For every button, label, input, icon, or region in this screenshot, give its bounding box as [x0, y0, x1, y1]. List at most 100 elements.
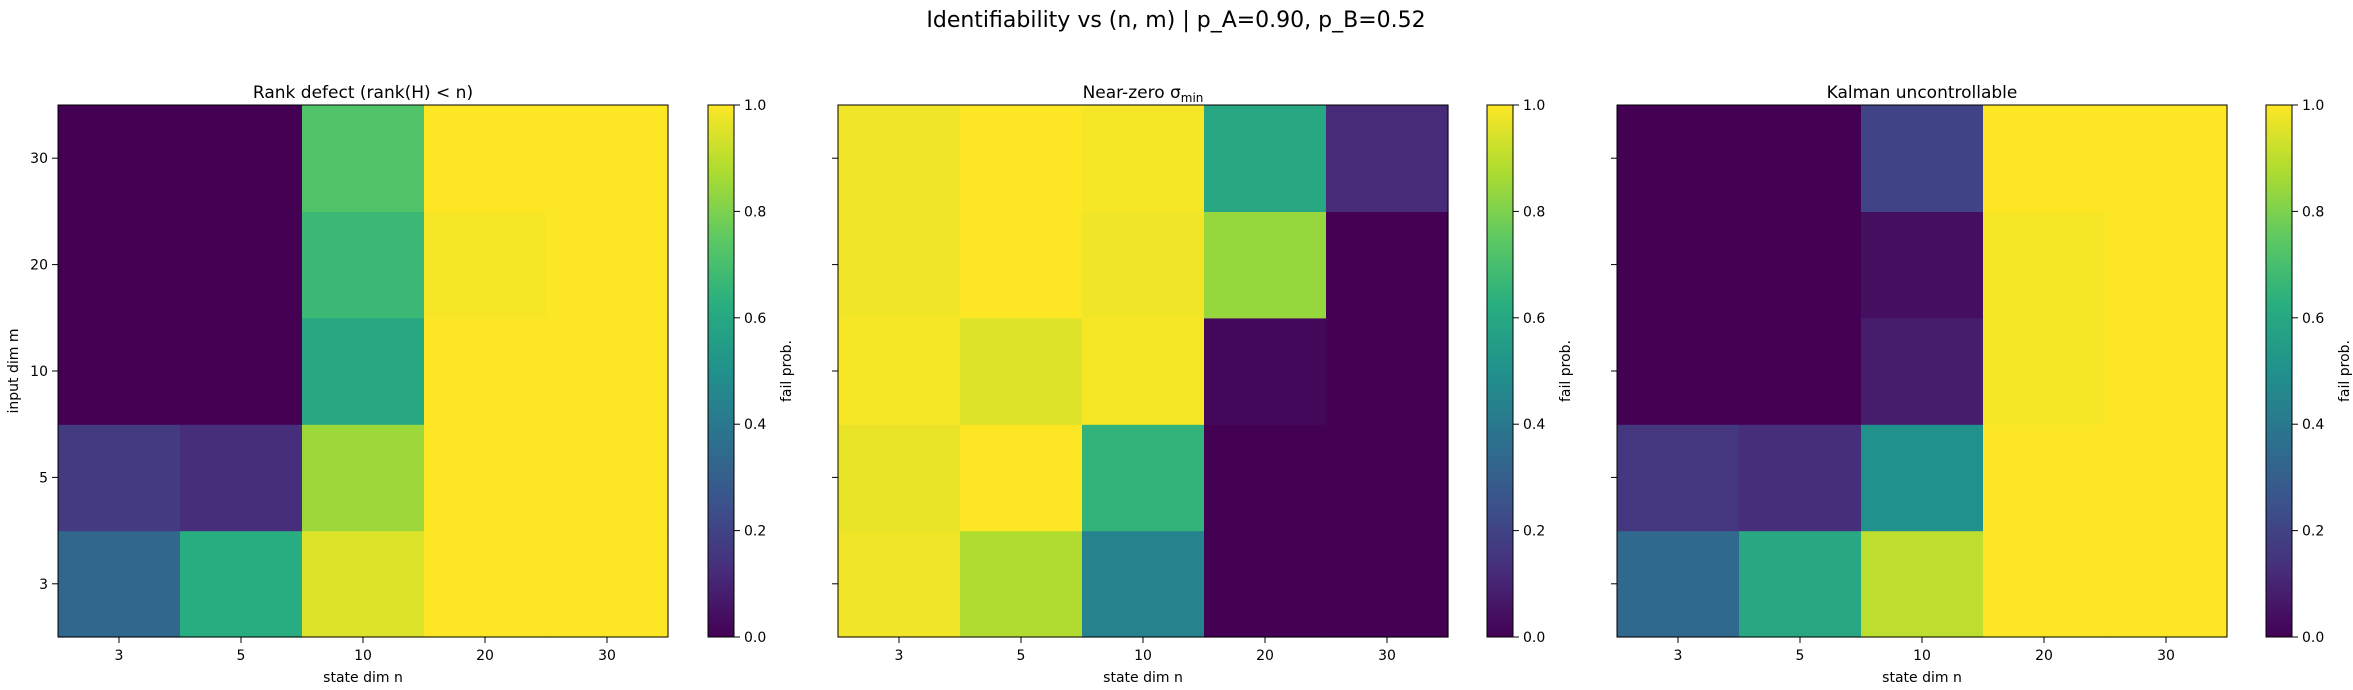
x-tick-label: 3	[115, 648, 124, 664]
heatmap-cell	[424, 424, 547, 532]
x-tick-label: 5	[1017, 648, 1026, 664]
heatmap-cell	[1617, 211, 1740, 319]
y-axis-label: input dim m	[6, 329, 22, 414]
heatmap-cell	[960, 105, 1083, 212]
colorbar-tick-label: 1.0	[1523, 98, 1545, 114]
heatmap-cell	[1204, 317, 1327, 425]
heatmap-cell	[1983, 530, 2106, 638]
heatmap-cell	[546, 105, 669, 212]
heatmap-cell	[2105, 530, 2228, 638]
x-tick-label: 20	[476, 648, 494, 664]
heatmap-cell	[546, 317, 669, 425]
heatmap-cell	[838, 317, 961, 425]
heatmap-cell	[1204, 105, 1327, 212]
heatmap-cell	[838, 211, 961, 319]
heatmap-cell	[1082, 211, 1205, 319]
colorbar-label: fail prob.	[779, 340, 795, 402]
heatmap-cell	[180, 317, 303, 425]
heatmap-cell	[1204, 530, 1327, 638]
x-tick-label: 10	[1913, 648, 1931, 664]
heatmap-cell	[1739, 530, 1862, 638]
heatmap-panel-3: 3 5 10 20 30 Kalman uncontrollable state dim n…	[1611, 83, 2353, 686]
x-tick-label: 3	[1674, 648, 1683, 664]
colorbar: 0.0 0.2 0.4 0.6 0.8 1.0 fail prob.	[2265, 98, 2353, 646]
heatmap-cell	[58, 105, 181, 212]
heatmap-cell	[58, 317, 181, 425]
panel-title-subscript: min	[1181, 91, 1204, 105]
colorbar-tick-label: 0.8	[2302, 204, 2324, 220]
heatmap-cell	[1326, 211, 1449, 319]
heatmap-cell	[302, 317, 425, 425]
heatmap-cell	[1326, 105, 1449, 212]
colorbar-tick-label: 1.0	[2302, 98, 2324, 114]
heatmap-cell	[302, 105, 425, 212]
heatmap-cell	[1617, 530, 1740, 638]
colorbar-tick-label: 0.2	[744, 524, 766, 540]
panel-title: Kalman uncontrollable	[1827, 83, 2018, 103]
colorbar: 0.0 0.2 0.4 0.6 0.8 1.0 fail prob.	[707, 98, 795, 646]
colorbar-label: fail prob.	[2337, 340, 2353, 402]
heatmap-cell	[960, 211, 1083, 319]
heatmap-cell	[1861, 105, 1984, 212]
heatmap-cell	[1983, 317, 2106, 425]
heatmap-cell	[1082, 530, 1205, 638]
colorbar-tick-label: 0.0	[2302, 630, 2324, 646]
x-tick-label: 30	[2157, 648, 2175, 664]
y-tick-label: 20	[30, 258, 48, 274]
x-axis-label: state dim n	[1882, 670, 1962, 686]
colorbar-tick-label: 0.6	[1523, 311, 1545, 327]
heatmap-cell	[1983, 424, 2106, 532]
heatmap-cell	[2105, 317, 2228, 425]
heatmap-cell	[1739, 105, 1862, 212]
heatmap-cell	[1082, 424, 1205, 532]
colorbar-tick-label: 0.4	[744, 417, 766, 433]
heatmap-cell	[180, 105, 303, 212]
panel-title: Rank defect (rank(H) < n)	[253, 83, 473, 103]
colorbar-tick-label: 0.0	[744, 630, 766, 646]
colorbar: 0.0 0.2 0.4 0.6 0.8 1.0 fail prob.	[1486, 98, 1574, 646]
colorbar-tick-label: 0.6	[744, 311, 766, 327]
x-tick-label: 10	[354, 648, 372, 664]
heatmap-cell	[1204, 424, 1327, 532]
heatmap-cell	[838, 424, 961, 532]
colorbar-tick-label: 1.0	[744, 98, 766, 114]
heatmap-cell	[1739, 424, 1862, 532]
heatmap-cell	[1082, 105, 1205, 212]
x-tick-label: 30	[1378, 648, 1396, 664]
heatmap-cell	[546, 424, 669, 532]
x-tick-label: 20	[1256, 648, 1274, 664]
heatmap-cell	[1204, 211, 1327, 319]
colorbar-tick-label: 0.6	[2302, 311, 2324, 327]
heatmap-cell	[302, 211, 425, 319]
heatmap-cell	[1861, 424, 1984, 532]
y-tick-label: 3	[39, 577, 48, 593]
heatmap-cell	[2105, 424, 2228, 532]
heatmap-cell	[2105, 105, 2228, 212]
heatmap-panels: 3 5 10 20 30 3 5 10 20 30 Rank defect (rank(H) < n…	[6, 83, 2353, 686]
heatmap-cell	[1861, 530, 1984, 638]
colorbar-gradient	[2265, 104, 2293, 638]
x-tick-label: 3	[895, 648, 904, 664]
heatmap-cell	[1739, 211, 1862, 319]
heatmap-cell	[838, 105, 961, 212]
colorbar-gradient	[707, 104, 735, 638]
heatmap-cell	[1326, 530, 1449, 638]
heatmap-cell	[58, 424, 181, 532]
x-axis-label: state dim n	[323, 670, 403, 686]
heatmap-cell	[424, 317, 547, 425]
heatmap-cell	[1861, 317, 1984, 425]
colorbar-tick-label: 0.8	[744, 204, 766, 220]
x-tick-label: 5	[237, 648, 246, 664]
heatmap-cell	[58, 211, 181, 319]
heatmap-cell	[424, 530, 547, 638]
heatmap-cell	[546, 211, 669, 319]
colorbar-tick-label: 0.4	[1523, 417, 1545, 433]
heatmap-panel-1: 3 5 10 20 30 3 5 10 20 30 Rank defect (rank(H) < n…	[6, 83, 795, 686]
heatmap-cell	[546, 530, 669, 638]
y-tick-label: 5	[39, 470, 48, 486]
x-axis-label: state dim n	[1103, 670, 1183, 686]
heatmap-cell	[960, 424, 1083, 532]
heatmap-cell	[960, 530, 1083, 638]
heatmap-cell	[424, 211, 547, 319]
